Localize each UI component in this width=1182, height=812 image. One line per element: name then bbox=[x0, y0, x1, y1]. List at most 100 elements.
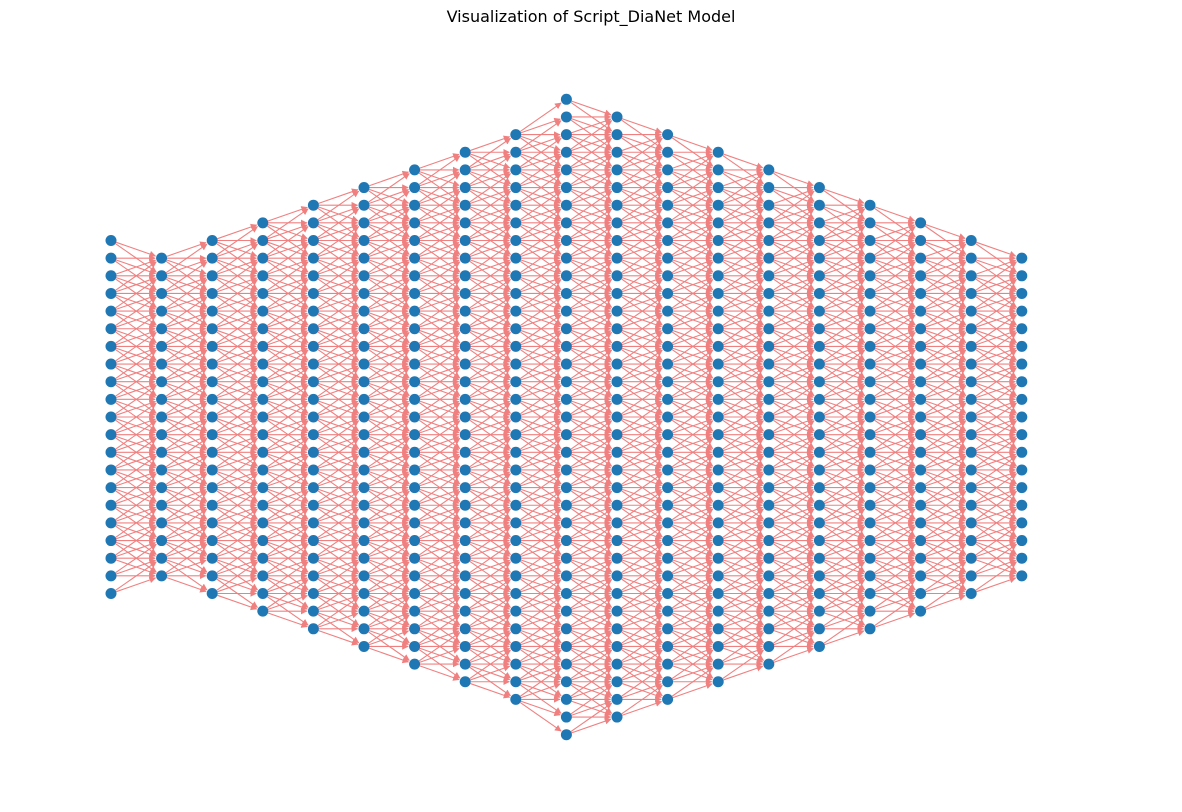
node bbox=[307, 482, 319, 494]
edge bbox=[469, 279, 512, 309]
node bbox=[510, 217, 522, 229]
edge bbox=[369, 294, 410, 310]
node bbox=[307, 446, 319, 458]
edge bbox=[166, 523, 207, 540]
edge bbox=[369, 329, 410, 346]
node bbox=[358, 182, 370, 194]
node bbox=[864, 588, 876, 599]
node bbox=[965, 464, 977, 476]
node bbox=[560, 535, 572, 547]
node bbox=[611, 711, 623, 723]
edge bbox=[418, 261, 461, 291]
edge bbox=[368, 332, 410, 362]
edge bbox=[217, 470, 258, 487]
edge bbox=[266, 349, 309, 380]
edge bbox=[317, 367, 360, 397]
node bbox=[409, 287, 421, 299]
edge bbox=[166, 470, 207, 487]
node bbox=[813, 252, 825, 264]
edge bbox=[470, 329, 511, 346]
edge bbox=[418, 384, 461, 415]
node bbox=[813, 358, 825, 370]
edge bbox=[216, 455, 259, 485]
node bbox=[813, 323, 825, 335]
edge bbox=[368, 279, 410, 309]
node bbox=[712, 464, 724, 476]
edge bbox=[318, 488, 359, 504]
edge bbox=[266, 367, 309, 397]
edge bbox=[419, 629, 460, 646]
node bbox=[358, 393, 370, 405]
node bbox=[206, 323, 218, 335]
edge bbox=[166, 294, 207, 310]
node bbox=[965, 517, 977, 529]
node bbox=[560, 323, 572, 335]
node bbox=[763, 393, 775, 405]
node bbox=[712, 235, 724, 246]
node bbox=[662, 323, 674, 335]
node bbox=[965, 429, 977, 441]
edge bbox=[116, 382, 157, 399]
edge bbox=[369, 276, 410, 293]
node bbox=[965, 482, 977, 494]
node bbox=[1016, 482, 1028, 494]
edge bbox=[216, 314, 259, 344]
edge bbox=[217, 382, 258, 399]
edge bbox=[469, 208, 512, 238]
node bbox=[206, 446, 218, 458]
node bbox=[105, 270, 117, 282]
edge bbox=[217, 488, 258, 504]
node bbox=[307, 270, 319, 282]
node bbox=[409, 376, 421, 388]
node bbox=[206, 429, 218, 441]
edge bbox=[116, 541, 157, 557]
edge bbox=[470, 206, 511, 222]
node bbox=[358, 358, 370, 370]
edge bbox=[824, 629, 865, 646]
node bbox=[156, 552, 168, 564]
edge bbox=[317, 261, 360, 291]
edge bbox=[369, 206, 410, 222]
node bbox=[257, 552, 269, 564]
node bbox=[712, 393, 724, 405]
edge bbox=[317, 420, 360, 450]
node bbox=[915, 235, 927, 246]
edge bbox=[266, 543, 309, 574]
edge bbox=[116, 241, 157, 258]
edge bbox=[165, 332, 208, 362]
node bbox=[409, 605, 421, 617]
edge bbox=[369, 576, 410, 593]
edge bbox=[368, 420, 410, 450]
edge bbox=[165, 437, 208, 468]
node bbox=[611, 270, 623, 282]
chart-title: Visualization of Script_DiaNet Model bbox=[446, 7, 736, 26]
edge bbox=[267, 470, 308, 487]
node bbox=[358, 340, 370, 352]
node bbox=[712, 323, 724, 335]
edge bbox=[165, 402, 208, 432]
node bbox=[813, 217, 825, 229]
edge bbox=[925, 224, 966, 240]
node bbox=[409, 411, 421, 423]
node bbox=[560, 658, 572, 670]
edge bbox=[116, 329, 157, 346]
node bbox=[712, 658, 724, 670]
node bbox=[915, 217, 927, 229]
node bbox=[206, 287, 218, 299]
node bbox=[712, 676, 724, 688]
node bbox=[358, 517, 370, 529]
node bbox=[662, 235, 674, 246]
edge bbox=[369, 488, 410, 504]
node bbox=[662, 376, 674, 388]
edge bbox=[419, 647, 460, 663]
node bbox=[105, 517, 117, 529]
node bbox=[611, 446, 623, 458]
edge bbox=[470, 312, 511, 328]
edge bbox=[165, 543, 208, 574]
node bbox=[206, 340, 218, 352]
node bbox=[409, 305, 421, 317]
edge bbox=[166, 417, 207, 434]
node bbox=[257, 517, 269, 529]
edge bbox=[165, 508, 208, 538]
edge bbox=[318, 523, 359, 540]
